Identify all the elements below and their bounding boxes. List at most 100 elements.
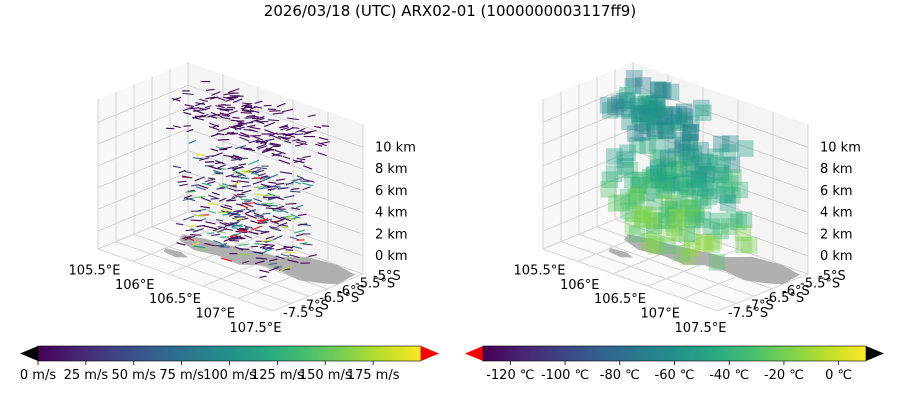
wind-arrow [183,195,192,199]
x-tick-label: 105.5°E [514,264,566,279]
wind-arrow [177,180,187,183]
temperature-voxel [624,77,642,95]
wind-arrow [252,180,262,185]
wind-arrow [302,186,311,191]
land-mass [624,234,800,285]
colorbar-tick-label: 125 m/s [251,368,304,383]
wind-arrow [198,208,207,212]
temperature-voxel [641,168,659,186]
wind-arrow [280,171,292,175]
temperature-voxel [724,168,742,186]
temperature-voxel [659,157,677,175]
wind-arrow [210,133,220,137]
temperature-voxel [625,69,643,87]
colorbar-tick-label: 25 m/s [64,368,109,383]
wind-arrow [247,124,256,128]
temperature-voxel [671,224,689,242]
wind-arrow [241,185,251,188]
temperature-voxel [654,81,672,99]
wind-arrow [205,221,216,225]
wind-arrow [254,100,263,104]
wind-arrow [211,191,220,196]
wind-arrow [182,236,191,240]
wind-arrow [227,88,240,94]
wind-arrow [253,177,263,179]
wind-arrow [245,213,257,219]
wind-arrow [259,244,268,249]
wind-arrow [261,218,273,223]
temperature-voxel [719,194,737,212]
colorbar-tick-label: 50 m/s [112,368,157,383]
wind-arrow [296,204,304,209]
wind-arrow [193,109,202,112]
wind-arrow [260,230,270,235]
temperature-voxel [645,212,663,230]
temperature-voxel [694,158,712,176]
wind-arrow [274,218,285,224]
wind-arrow [269,258,278,262]
wind-arrow [234,189,244,192]
temperature-voxel [666,160,684,178]
temperature-voxel [667,173,685,191]
x-tick-label: 107.5°E [230,321,282,336]
wind-arrow [225,174,234,178]
wind-arrow [230,181,242,187]
wind-arrow [199,157,210,161]
temperature-voxel [721,174,739,192]
grid-line-z [97,128,364,192]
temperature-voxel [701,182,719,200]
temperature-voxel [652,212,670,230]
wind-arrow [297,223,308,226]
wind-arrow [248,230,258,235]
wind-arrow [246,114,256,118]
temperature-voxel [716,170,734,188]
temperature-voxel [679,160,697,178]
temperature-voxel [646,193,664,211]
wind-arrow [248,159,260,166]
wind-arrow [306,130,317,133]
x-tick-label: 107°E [640,307,680,322]
temperature-voxel [646,122,664,140]
wind-arrow [284,140,292,144]
temperature-voxel [649,164,667,182]
wind-arrow [192,228,204,233]
temperature-voxel [619,144,637,162]
temperature-voxel [634,76,652,94]
wind-arrow [291,180,302,185]
wind-arrow [290,213,301,219]
wind-arrow [219,112,231,117]
wind-arrow [219,148,228,151]
wind-arrow [212,227,222,232]
temperature-voxel [696,179,714,197]
wind-arrow [277,187,289,190]
wind-arrow [224,222,232,226]
wind-arrow [199,98,209,103]
temperature-voxel [657,206,675,224]
figure-title: 2026/03/18 (UTC) ARX02-01 (1000000003117… [263,2,637,20]
wind-arrow [272,112,284,115]
grid-line-y [97,99,274,312]
wind-arrow [235,171,247,177]
temperature-voxel [709,212,727,230]
back-pane [633,62,808,274]
wind-arrow [188,224,197,228]
z-tick-label: 2 km [820,227,853,242]
temperature-voxel [680,192,698,210]
wind-arrow [260,140,269,145]
wind-arrow [172,97,181,102]
wind-arrow [211,91,221,96]
grid-line-z [542,84,809,148]
temperature-voxel [623,171,641,189]
wind-arrow [218,242,228,247]
wind-arrow [262,146,273,152]
wind-arrow [232,98,243,104]
grid-line-z [542,171,809,235]
wind-arrow [182,197,194,202]
wind-arrow [194,176,205,182]
wind-arrow [256,115,265,120]
temperature-voxel [601,171,619,189]
wind-arrow [234,126,245,131]
z-tick-label: 8 km [820,162,853,177]
wind-arrow [257,222,268,225]
